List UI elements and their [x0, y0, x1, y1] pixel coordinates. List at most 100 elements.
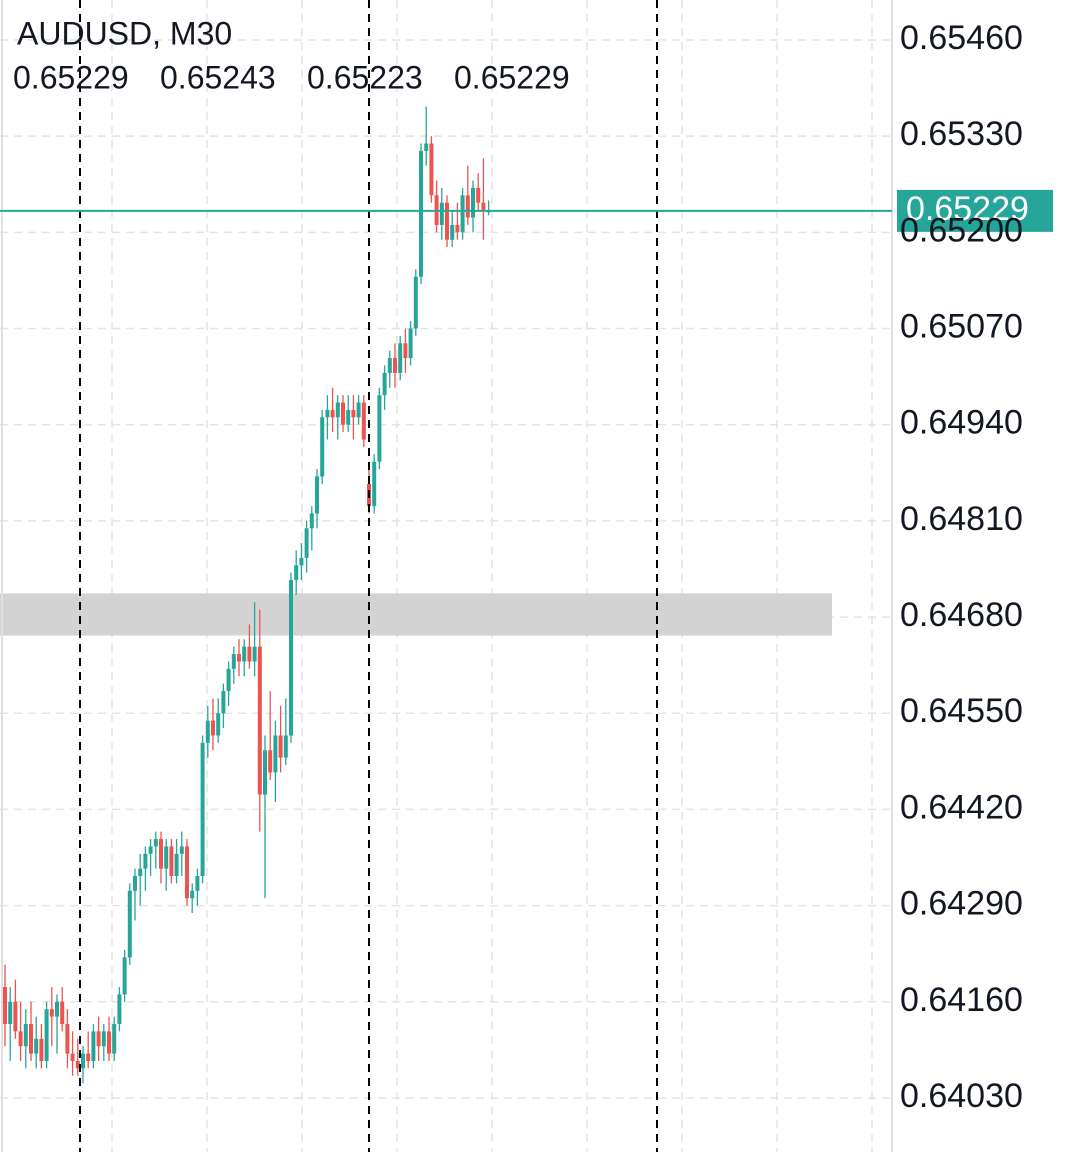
candle-body — [75, 1060, 80, 1069]
candle-body — [315, 476, 319, 514]
candle-body — [263, 750, 267, 795]
candle-body — [382, 372, 387, 396]
candle-body — [445, 202, 449, 240]
candle-body — [34, 1038, 39, 1054]
plot — [0, 39, 892, 1099]
candle-body — [107, 1031, 111, 1054]
candle-body — [138, 868, 143, 877]
candle-body — [309, 513, 314, 529]
candle-body — [419, 150, 423, 277]
candle-body — [205, 720, 210, 743]
candle-body — [361, 402, 366, 440]
candle-body — [60, 1001, 65, 1024]
candle-body — [268, 750, 273, 773]
candle-body — [112, 1024, 117, 1054]
candle-body — [226, 668, 231, 692]
candle-body — [273, 735, 278, 773]
candle-body — [216, 713, 221, 736]
candle-body — [190, 890, 195, 899]
candle-body — [70, 1053, 75, 1061]
candle-body — [377, 395, 382, 462]
candle-body — [29, 1024, 33, 1054]
candle-body — [304, 528, 309, 558]
candle-body — [117, 994, 122, 1024]
ohlc-value: 0.65223 — [307, 59, 423, 95]
candle-body — [221, 691, 226, 714]
candle-body — [3, 987, 7, 1024]
candle-body — [351, 409, 356, 418]
candle-body — [278, 735, 283, 758]
chart-title: AUDUSD, M30 — [17, 15, 232, 51]
candle-body — [86, 1053, 91, 1061]
candle-body — [325, 409, 330, 418]
y-tick-label: 0.64420 — [900, 788, 1023, 826]
candle-body — [252, 646, 257, 662]
candle-body — [439, 202, 444, 225]
candle-body — [8, 1001, 13, 1024]
candle-body — [413, 276, 418, 329]
candle-body — [465, 195, 470, 218]
candle-body — [44, 1009, 49, 1061]
candle-body — [81, 1053, 85, 1069]
candle-body — [143, 853, 148, 869]
candle-body — [335, 402, 340, 418]
candle-body — [148, 846, 153, 854]
candle-body — [289, 580, 293, 736]
candle-body — [179, 846, 184, 854]
candle-body — [330, 409, 335, 418]
ohlc-value: 0.65243 — [160, 59, 276, 95]
y-tick-label: 0.65070 — [900, 307, 1023, 345]
y-tick-label: 0.64940 — [900, 404, 1023, 442]
candle-body — [39, 1038, 44, 1061]
y-tick-label: 0.64030 — [900, 1077, 1023, 1115]
y-tick-label: 0.65330 — [900, 115, 1023, 153]
y-tick-label: 0.64160 — [900, 981, 1023, 1019]
ohlc-value: 0.65229 — [13, 59, 129, 95]
candle-body — [341, 402, 345, 425]
candle-body — [153, 839, 158, 847]
vertical-grid — [111, 0, 873, 1152]
candle-body — [122, 957, 127, 995]
candle-body — [65, 1024, 70, 1054]
y-tick-label: 0.64550 — [900, 692, 1023, 730]
candle-body — [91, 1031, 96, 1061]
candle-body — [398, 343, 403, 373]
ohlc-value: 0.65229 — [454, 59, 570, 95]
candle-body — [408, 328, 413, 359]
candle-body — [387, 358, 392, 373]
y-tick-label: 0.64290 — [900, 885, 1023, 923]
candle-body — [424, 143, 429, 151]
candle-body — [195, 876, 200, 891]
candle-body — [174, 853, 179, 877]
last-price-label: 0.65229 — [906, 190, 1029, 228]
candle-body — [49, 1009, 54, 1017]
last-price-box — [897, 189, 1053, 232]
candle-body — [200, 742, 205, 877]
candle-body — [455, 224, 460, 233]
candle-body — [237, 654, 241, 662]
candle-body — [133, 876, 137, 891]
candle-body — [164, 846, 169, 869]
price-layer: 0.65229 0.65243 0.65223 0.65229 0.65229 — [0, 59, 1053, 232]
candle-body — [169, 846, 174, 877]
y-tick-label: 0.64810 — [900, 500, 1023, 538]
y-tick-label: 0.65460 — [900, 19, 1023, 57]
y-tick-label: 0.64680 — [900, 596, 1023, 634]
candle-body — [393, 358, 397, 373]
candle-body — [23, 1024, 28, 1047]
candle-body — [18, 1031, 23, 1047]
candle-body — [476, 187, 481, 203]
candle-body — [257, 646, 262, 795]
candle-body — [429, 143, 434, 196]
y-tick-label: 0.65200 — [900, 211, 1023, 249]
candle-body — [185, 846, 189, 899]
candle-body — [159, 839, 163, 869]
candle-body — [55, 1001, 59, 1017]
candle-body — [403, 343, 408, 359]
candle-body — [242, 646, 247, 662]
candle-body — [283, 735, 288, 758]
candle-body — [372, 461, 377, 507]
candle-body — [96, 1031, 101, 1047]
